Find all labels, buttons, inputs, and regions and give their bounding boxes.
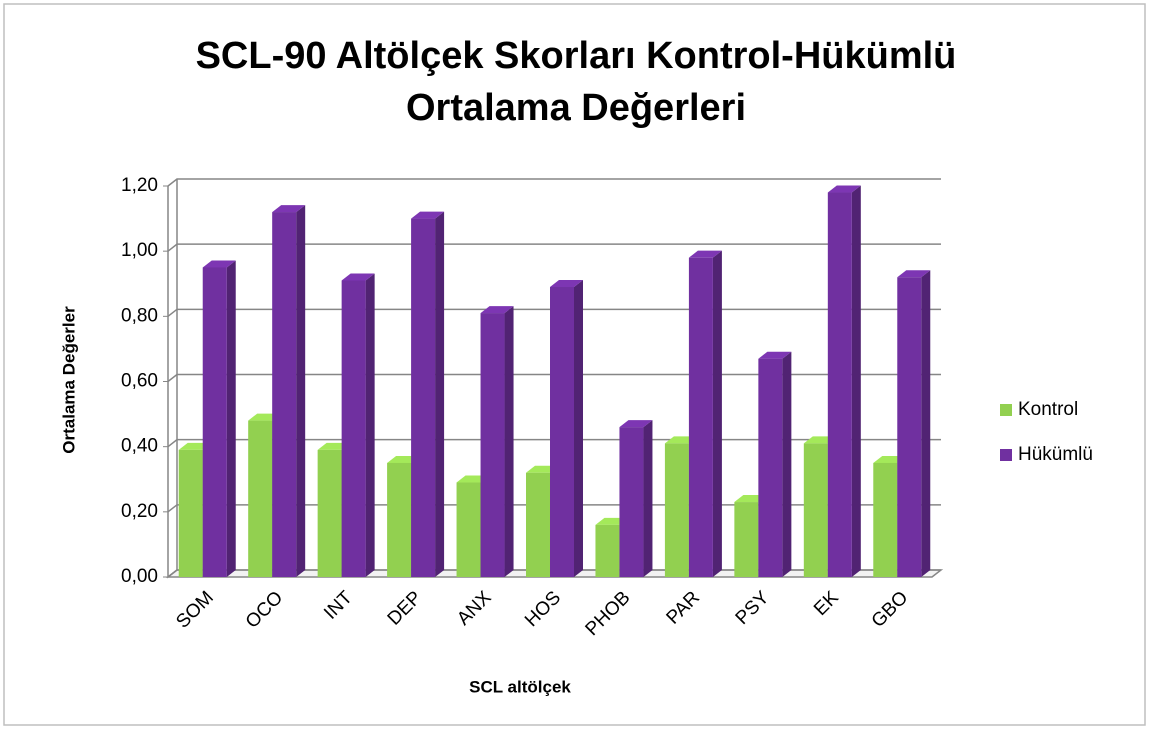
bar <box>595 524 620 577</box>
bar-side <box>365 273 375 577</box>
grid-line <box>167 243 941 252</box>
bar <box>803 443 828 577</box>
legend-swatch <box>1000 404 1012 416</box>
bar <box>480 313 505 577</box>
bar-top <box>202 260 236 268</box>
bar-top <box>758 351 792 359</box>
bar <box>873 462 898 577</box>
bar <box>897 277 922 577</box>
x-axis-title: SCL altölçek <box>469 677 571 696</box>
y-tick-label: 0,20 <box>121 501 158 522</box>
bar-top <box>272 205 306 213</box>
bar <box>341 280 366 577</box>
y-tick-label: 1,20 <box>121 175 158 196</box>
bar <box>456 482 481 577</box>
bar <box>272 212 297 578</box>
bar-top <box>897 270 931 278</box>
bar <box>387 462 412 577</box>
bar-top <box>619 420 653 428</box>
bar-top <box>341 273 375 281</box>
bar <box>758 358 783 577</box>
y-tick-label: 0,00 <box>121 566 158 587</box>
legend-label: Hükümlü <box>1018 444 1093 465</box>
bar-side <box>574 280 583 577</box>
bar <box>827 192 852 577</box>
bar <box>178 449 203 577</box>
bar-top <box>550 280 583 288</box>
y-tick-label: 0,60 <box>121 371 158 392</box>
bar <box>664 443 689 577</box>
bar <box>411 218 436 578</box>
bar <box>317 449 342 577</box>
y-tick-label: 0,40 <box>121 436 158 457</box>
legend-label: Kontrol <box>1018 399 1078 420</box>
bar <box>202 267 227 577</box>
y-tick-label: 1,00 <box>121 240 158 261</box>
bar <box>248 420 273 577</box>
bar-side <box>643 420 653 577</box>
bar-top <box>688 250 722 258</box>
bar-top <box>480 306 514 314</box>
y-axis-title: Ortalama Değerler <box>59 306 78 454</box>
bar-top <box>827 185 861 193</box>
bar-side <box>782 351 792 577</box>
bar <box>526 472 550 577</box>
bar <box>734 502 759 577</box>
bar-side <box>296 205 306 578</box>
grid-line <box>167 308 941 317</box>
bar <box>688 257 713 577</box>
y-tick-label: 0,80 <box>121 305 158 326</box>
bar-side <box>226 260 236 577</box>
bar <box>619 427 644 577</box>
legend-swatch <box>1000 449 1012 461</box>
grid-line <box>167 178 941 187</box>
bar-side <box>851 185 861 577</box>
grid-line <box>167 373 941 383</box>
bar-side <box>921 270 931 577</box>
bar-side <box>504 306 514 577</box>
bar <box>550 287 574 577</box>
bar-side <box>712 250 722 577</box>
chart-subtitle: Ortalama Değerleri <box>406 87 746 129</box>
bar-top <box>411 211 445 219</box>
bar-side <box>435 211 445 578</box>
chart-title: SCL-90 Altölçek Skorları Kontrol-Hükümlü <box>196 35 957 77</box>
